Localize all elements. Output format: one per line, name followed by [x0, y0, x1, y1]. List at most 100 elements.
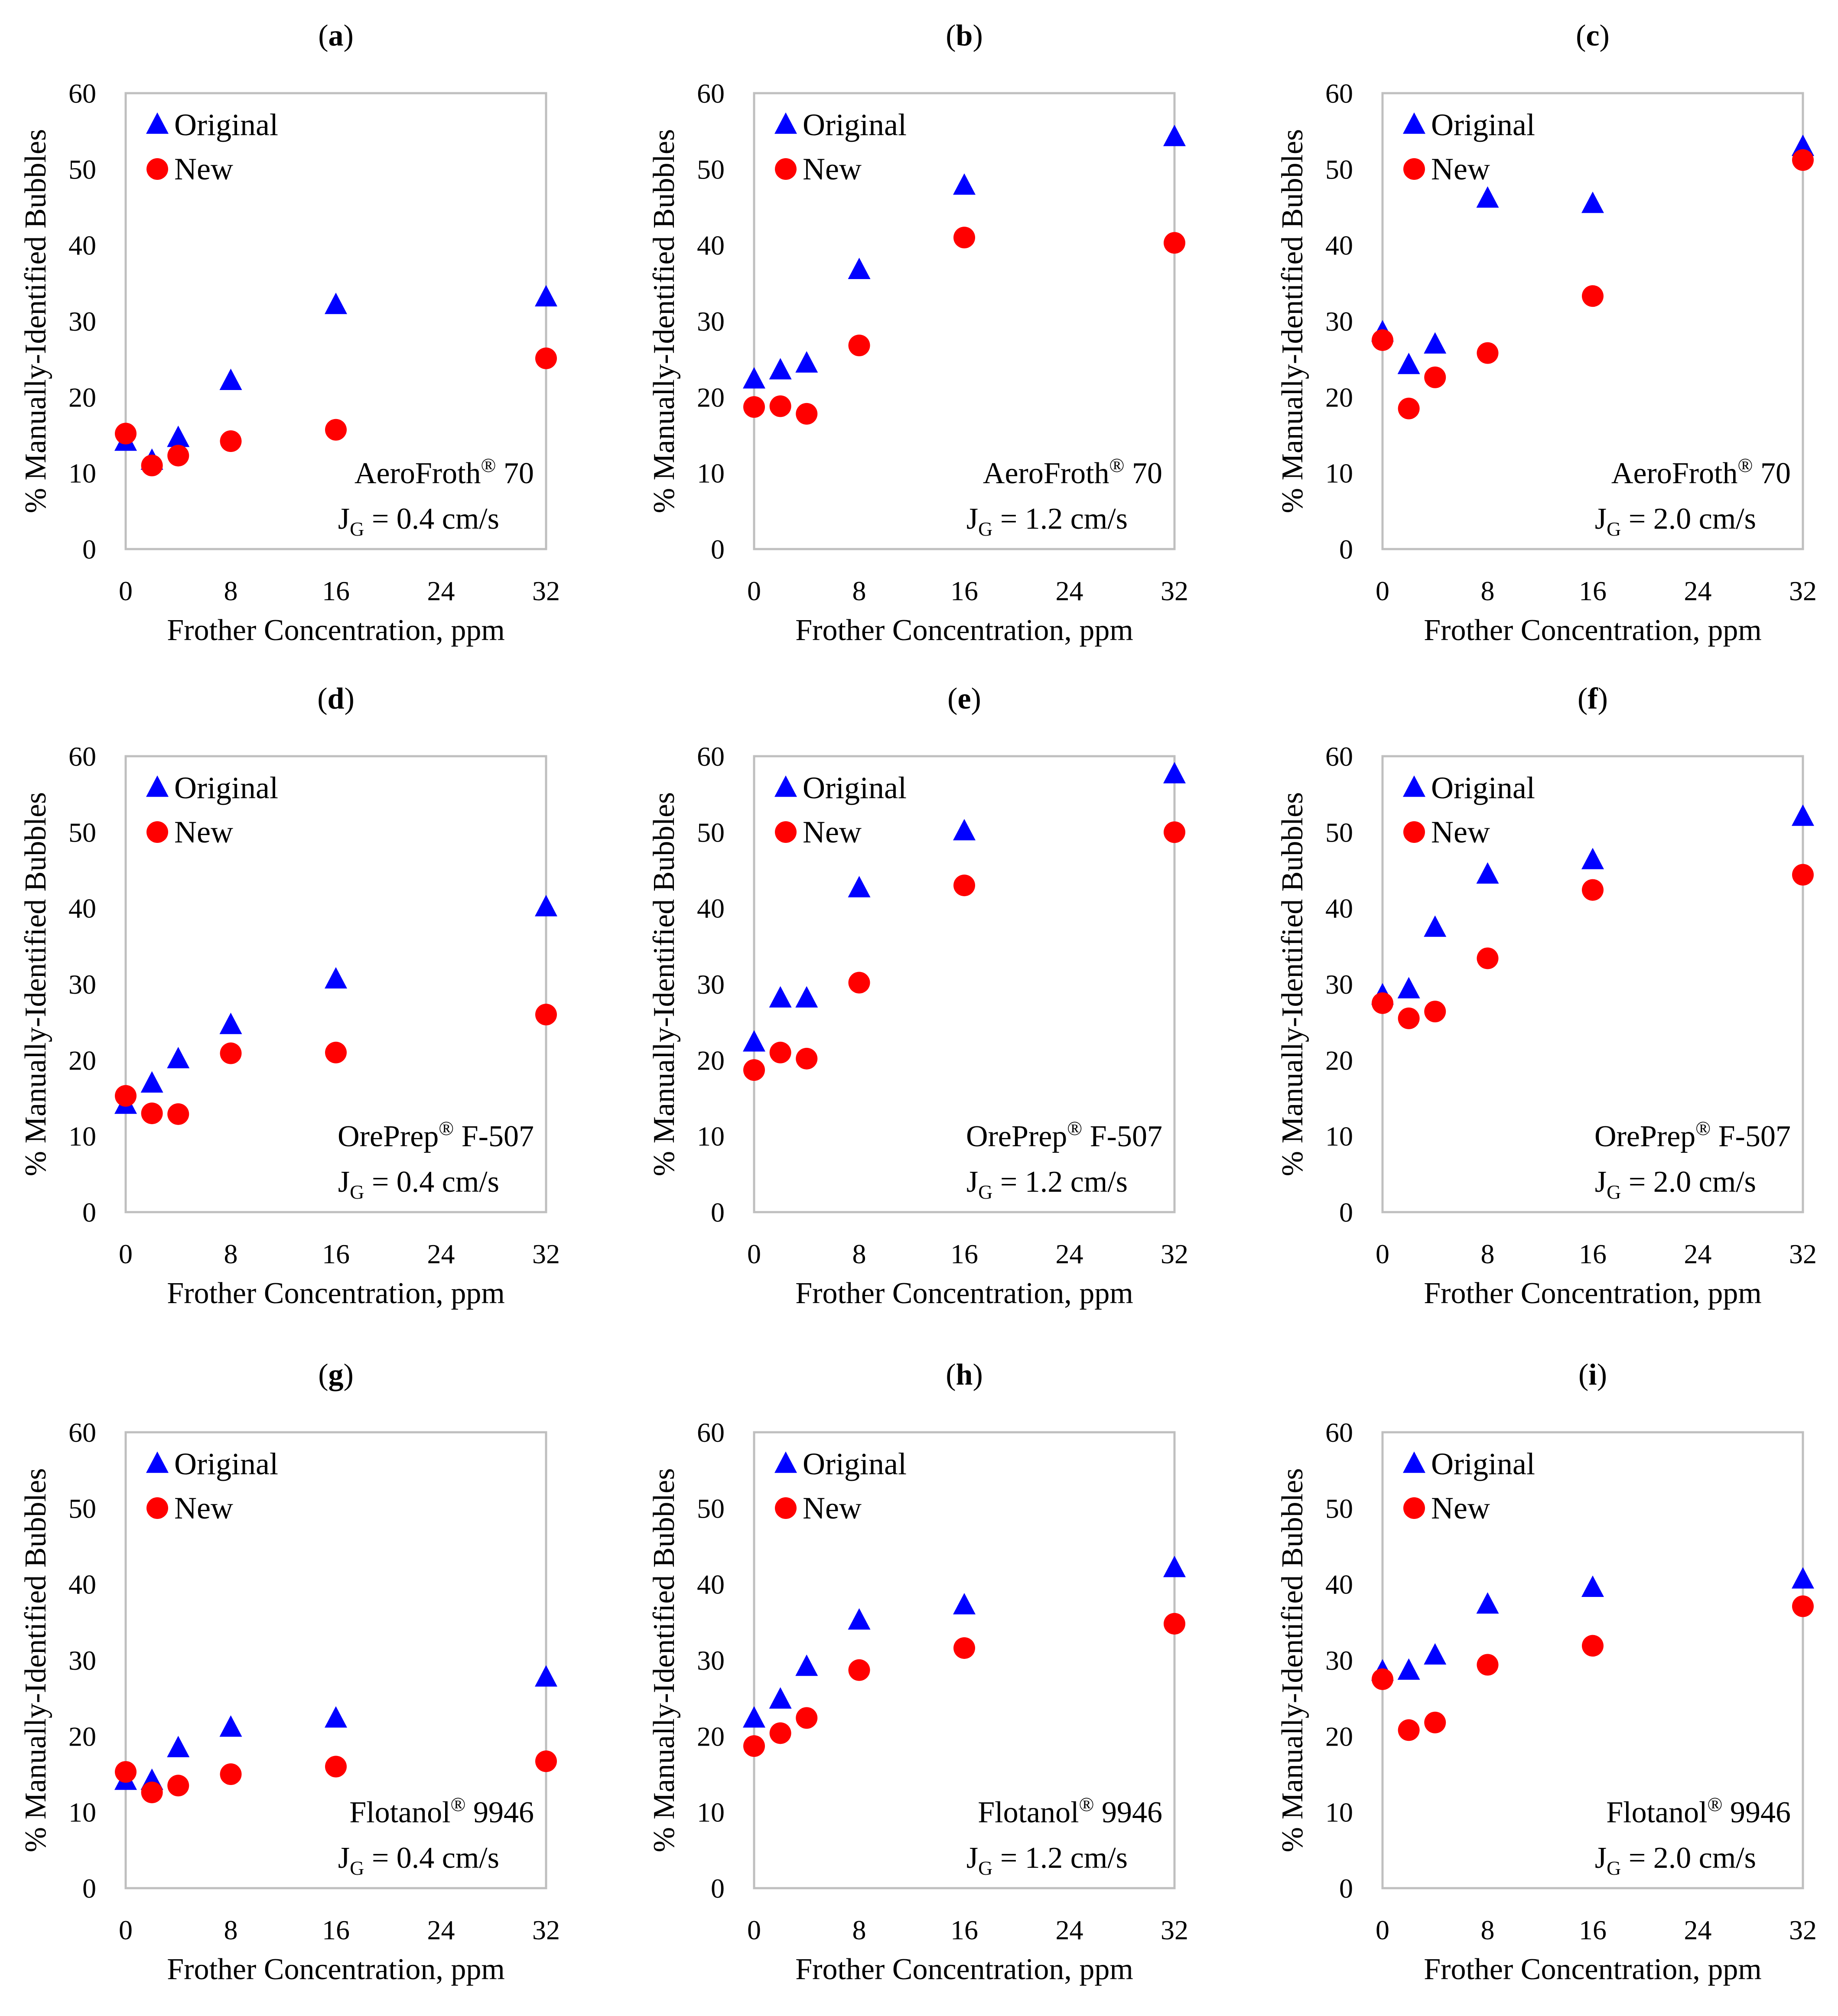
new-point	[1477, 947, 1499, 969]
x-tick-label: 24	[1684, 1239, 1712, 1269]
panel-b: (b) 0 10 20 30 40 50 60 0 8 16 24 32 Frother Concentr…	[647, 19, 1188, 647]
original-point	[1163, 1555, 1186, 1577]
legend-new-label: New	[174, 1491, 233, 1525]
panel-label-letter: a	[329, 19, 344, 52]
new-point	[743, 1059, 765, 1081]
x-tick-label: 8	[852, 576, 866, 606]
panel-label: (e)	[947, 682, 981, 715]
new-point	[953, 1637, 975, 1659]
y-tick-label: 0	[82, 1197, 96, 1228]
y-tick-label: 60	[68, 78, 96, 109]
y-tick-label: 20	[68, 1045, 96, 1076]
panel-c: (c) 0 10 20 30 40 50 60 0 8 16 24 32 Frother Concentr…	[1276, 19, 1817, 647]
panel-label-letter: e	[957, 682, 971, 715]
x-tick-label: 32	[532, 576, 560, 606]
legend-new-marker	[146, 1497, 168, 1519]
new-point	[535, 347, 557, 369]
gas-velocity-value: = 1.2 cm/s	[992, 502, 1128, 536]
legend-original-label: Original	[174, 771, 278, 805]
original-point	[219, 1715, 242, 1737]
y-tick-label: 40	[697, 230, 725, 261]
legend-original-label: Original	[803, 771, 907, 805]
gas-velocity-subscript: G	[1607, 1857, 1621, 1879]
x-axis-title: Frother Concentration, ppm	[167, 614, 505, 647]
y-axis-title: % Manually-Identified Bubbles	[19, 129, 52, 513]
gas-velocity-symbol: J	[966, 1841, 978, 1875]
y-tick-label: 60	[68, 1417, 96, 1448]
plot-frame	[753, 1431, 1176, 1889]
original-point	[167, 1736, 190, 1757]
y-tick-label: 10	[68, 1121, 96, 1152]
panel-label-open-paren: (	[946, 19, 956, 52]
x-tick-label: 8	[1481, 576, 1495, 606]
original-point	[1581, 848, 1604, 869]
x-tick-label: 32	[1161, 576, 1188, 606]
new-point	[1792, 1595, 1814, 1617]
new-point	[1582, 1635, 1604, 1657]
frother-grade: F-507	[1082, 1120, 1162, 1153]
new-point	[325, 1756, 347, 1778]
x-tick-label: 32	[1789, 576, 1817, 606]
x-tick-label: 8	[224, 1915, 238, 1945]
y-tick-label: 20	[1325, 1045, 1353, 1076]
x-axis-title: Frother Concentration, ppm	[795, 1277, 1133, 1310]
panel-label: (d)	[317, 682, 355, 715]
panel-label: (a)	[318, 19, 354, 52]
y-tick-label: 40	[1325, 230, 1353, 261]
y-tick-label: 30	[1325, 1645, 1353, 1676]
new-point	[325, 1041, 347, 1063]
frother-name: Flotanol® 9946	[349, 1793, 534, 1829]
gas-velocity-value: = 0.4 cm/s	[364, 1841, 499, 1875]
y-tick-label: 0	[1339, 1197, 1353, 1228]
legend-original-marker	[774, 1451, 797, 1473]
y-tick-label: 50	[697, 817, 725, 848]
x-axis-title: Frother Concentration, ppm	[795, 614, 1133, 647]
original-point	[953, 173, 976, 195]
x-tick-label: 8	[852, 1915, 866, 1945]
plot-frame	[753, 92, 1176, 550]
x-axis-title: Frother Concentration, ppm	[1424, 614, 1762, 647]
panel-label-close-paren: )	[344, 682, 354, 715]
original-point	[795, 1654, 818, 1676]
gas-velocity-subscript: G	[1607, 518, 1621, 540]
panel-label-close-paren: )	[973, 19, 982, 52]
gas-velocity-value: = 1.2 cm/s	[992, 1841, 1128, 1875]
new-point	[953, 875, 975, 897]
y-tick-label: 10	[68, 458, 96, 489]
legend-new-marker	[775, 821, 797, 843]
y-tick-label: 60	[1325, 1417, 1353, 1448]
frother-name-text: AeroFroth	[355, 457, 481, 490]
legend-original-marker	[146, 775, 169, 797]
y-axis-title: % Manually-Identified Bubbles	[19, 792, 52, 1176]
y-axis-title: % Manually-Identified Bubbles	[1276, 129, 1309, 513]
y-axis-title: % Manually-Identified Bubbles	[1276, 1468, 1309, 1852]
y-tick-label: 60	[697, 741, 725, 772]
x-tick-label: 32	[1161, 1239, 1188, 1269]
frother-name: AeroFroth® 70	[355, 454, 534, 490]
plot-frame	[753, 755, 1176, 1213]
y-tick-label: 30	[697, 1645, 725, 1676]
gas-velocity-value: = 2.0 cm/s	[1621, 1841, 1756, 1875]
x-tick-label: 0	[119, 576, 133, 606]
original-point	[848, 257, 871, 280]
legend-new-label: New	[1431, 815, 1490, 849]
y-tick-label: 30	[68, 1645, 96, 1676]
panel-g: (g) 0 10 20 30 40 50 60 0 8 16 24 32 Frother Concentr…	[19, 1358, 560, 1986]
gas-velocity-subscript: G	[350, 1857, 364, 1879]
y-tick-label: 10	[697, 1121, 725, 1152]
registered-mark: ®	[451, 1793, 466, 1815]
y-axis-title: % Manually-Identified Bubbles	[19, 1468, 52, 1852]
frother-grade: F-507	[1711, 1120, 1791, 1153]
x-tick-label: 0	[119, 1915, 133, 1945]
y-tick-label: 60	[68, 741, 96, 772]
gas-velocity-symbol: J	[1595, 502, 1607, 536]
legend-new-label: New	[1431, 152, 1490, 186]
y-tick-label: 40	[697, 1569, 725, 1600]
panel-label-close-paren: )	[971, 682, 981, 715]
y-tick-label: 50	[68, 154, 96, 185]
plot-frame	[124, 1431, 547, 1889]
panel-label: (h)	[946, 1358, 983, 1392]
x-tick-label: 16	[322, 576, 350, 606]
legend: Original New	[146, 107, 278, 186]
new-point	[325, 419, 347, 441]
